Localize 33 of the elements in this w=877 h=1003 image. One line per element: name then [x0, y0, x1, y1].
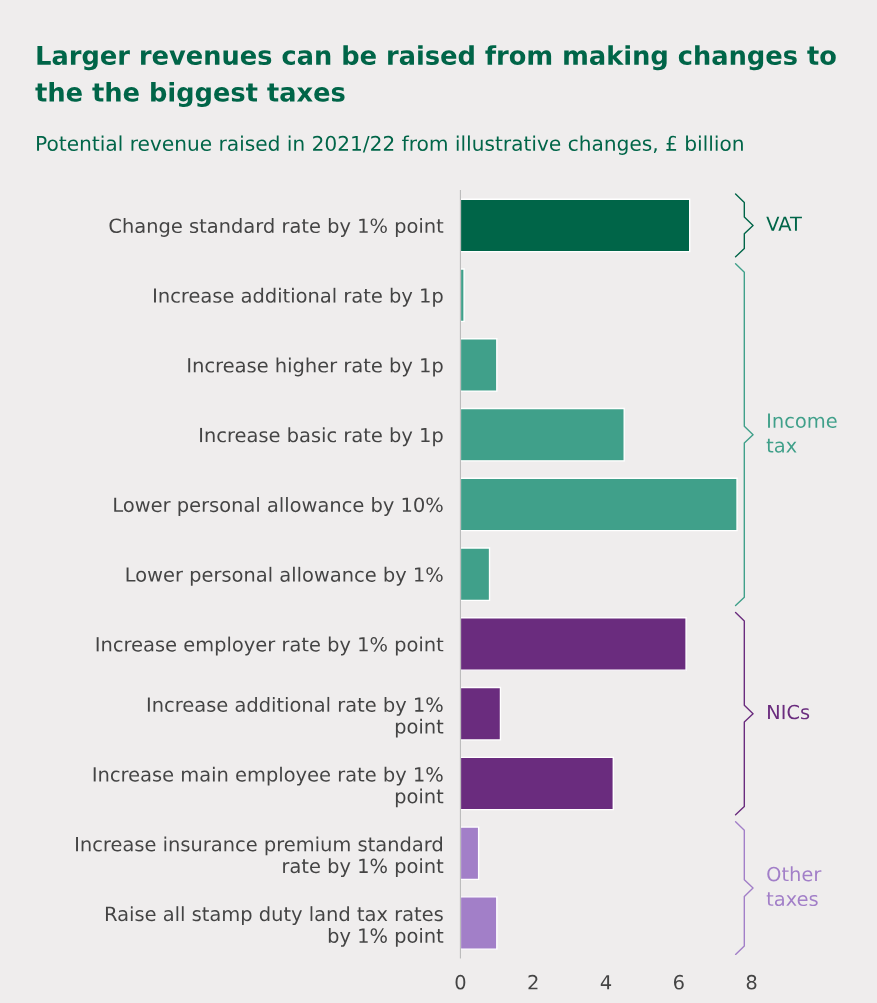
y-tick-label: Increase employer rate by 1% point [96, 636, 444, 656]
chart-title: Larger revenues can be raised from making changes to the the biggest taxes [35, 45, 836, 107]
x-tick-label: 0 [455, 974, 466, 990]
x-tick-label: 4 [600, 975, 612, 990]
bar [460, 198, 691, 253]
chart-subtitle: Potential revenue raised in 2021/22 from illustrative changes, £ billion [37, 135, 743, 155]
x-tick-label: 2 [528, 974, 538, 990]
bar [460, 268, 465, 323]
x-tick-label: 8 [746, 974, 757, 990]
bar [460, 407, 625, 462]
y-tick-label: Increase additional rate by 1p [154, 287, 443, 307]
y-tick-label: Raise all stamp duty land tax rates by 1% point [105, 906, 444, 947]
text: Income tax [766, 413, 837, 453]
bar [460, 338, 498, 392]
bar [460, 896, 498, 950]
y-tick-label: Lower personal allowance by 10% [114, 497, 443, 516]
y-tick-label: Increase higher rate by 1p [188, 357, 443, 377]
x-tick-label: 6 [673, 974, 684, 990]
y-tick-label: Change standard rate by 1% point [109, 218, 444, 237]
y-tick-label: Increase insurance premium standard rate by 1% point [76, 836, 444, 878]
bar [460, 756, 614, 811]
text: NICs [768, 704, 810, 720]
bar [460, 477, 738, 532]
text: VAT [766, 216, 802, 231]
y-tick-label: Increase additional rate by 1% point [147, 696, 444, 738]
bar [460, 686, 502, 741]
y-tick-label: Increase main employee rate by 1% point [93, 766, 444, 808]
y-tick-label: Increase basic rate by 1p [200, 427, 443, 447]
text: Other taxes [766, 866, 822, 907]
bar [460, 547, 491, 602]
bar [460, 617, 687, 671]
bar [460, 826, 480, 881]
y-tick-label: Lower personal allowance by 1% [126, 566, 443, 586]
